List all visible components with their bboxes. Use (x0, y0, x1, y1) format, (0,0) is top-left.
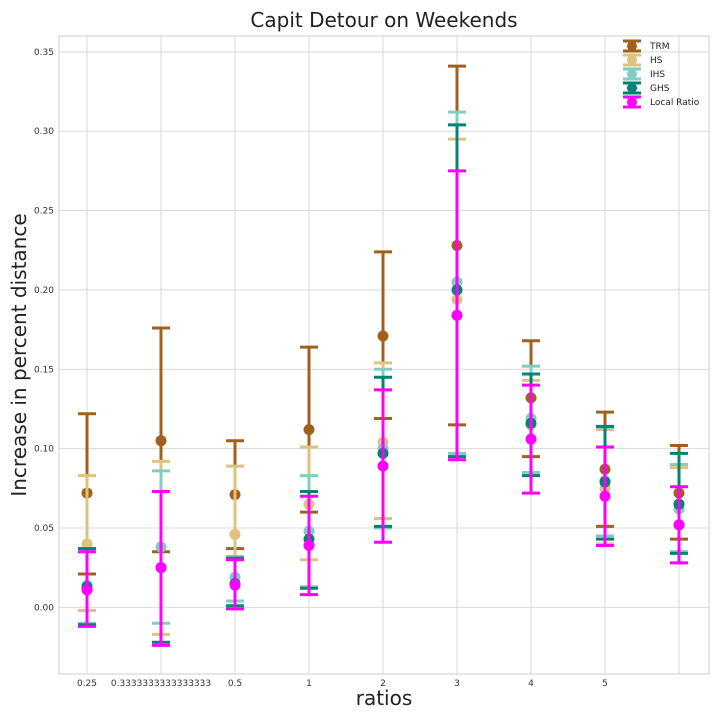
y-tick-label: 0.35 (34, 48, 54, 58)
legend-label: TRM (649, 42, 670, 52)
legend-label: GHS (650, 84, 670, 94)
y-tick-label: 0.05 (34, 524, 54, 534)
x-tick-label: 4 (528, 679, 534, 689)
x-tick-label: 5 (602, 679, 608, 689)
legend-marker (627, 55, 637, 65)
y-tick-label: 0.10 (34, 445, 54, 455)
data-point (525, 433, 537, 445)
data-point (155, 435, 167, 447)
data-point (303, 424, 315, 436)
series-local-ratio (78, 169, 688, 647)
legend-marker (627, 97, 637, 107)
x-tick-label: 1 (306, 679, 312, 689)
y-tick-label: 0.30 (34, 127, 54, 137)
data-marks (78, 64, 688, 647)
data-point (377, 330, 389, 342)
x-tick-label: 0.5 (228, 679, 242, 689)
data-point (303, 539, 315, 551)
data-point (377, 460, 389, 472)
legend-marker (627, 41, 637, 51)
chart-title: Capit Detour on Weekends (250, 8, 517, 32)
y-tick-label: 0.15 (34, 365, 54, 375)
data-point (155, 562, 167, 574)
legend-label: Local Ratio (650, 98, 700, 108)
x-tick-label: 3 (454, 679, 460, 689)
x-axis-label: ratios (356, 686, 413, 710)
x-tick-label: 2 (380, 679, 386, 689)
x-tick-label: 0.25 (77, 679, 97, 689)
data-point (81, 538, 93, 550)
legend-label: HS (650, 56, 663, 66)
legend-marker (627, 83, 637, 93)
data-point (673, 519, 685, 531)
data-point (451, 309, 463, 321)
plot-frame (58, 35, 710, 675)
data-point (229, 579, 241, 591)
data-point (599, 490, 611, 502)
legend-label: IHS (650, 70, 665, 80)
data-point (229, 528, 241, 540)
y-tick-label: 0.20 (34, 286, 54, 296)
x-tick-label: 0.3333333333333333 (111, 679, 211, 689)
legend: TRM HS IHS GHS Local Ratio (623, 39, 700, 109)
data-point (81, 584, 93, 596)
y-tick-label: 0.00 (34, 603, 54, 613)
legend-marker (627, 69, 637, 79)
y-axis-label: Increase in percent distance (7, 213, 31, 496)
ticks: 0.00 0.05 0.10 0.15 0.20 0.25 0.30 0.35 0.25 0.33… (34, 48, 608, 689)
y-tick-label: 0.25 (34, 207, 54, 217)
